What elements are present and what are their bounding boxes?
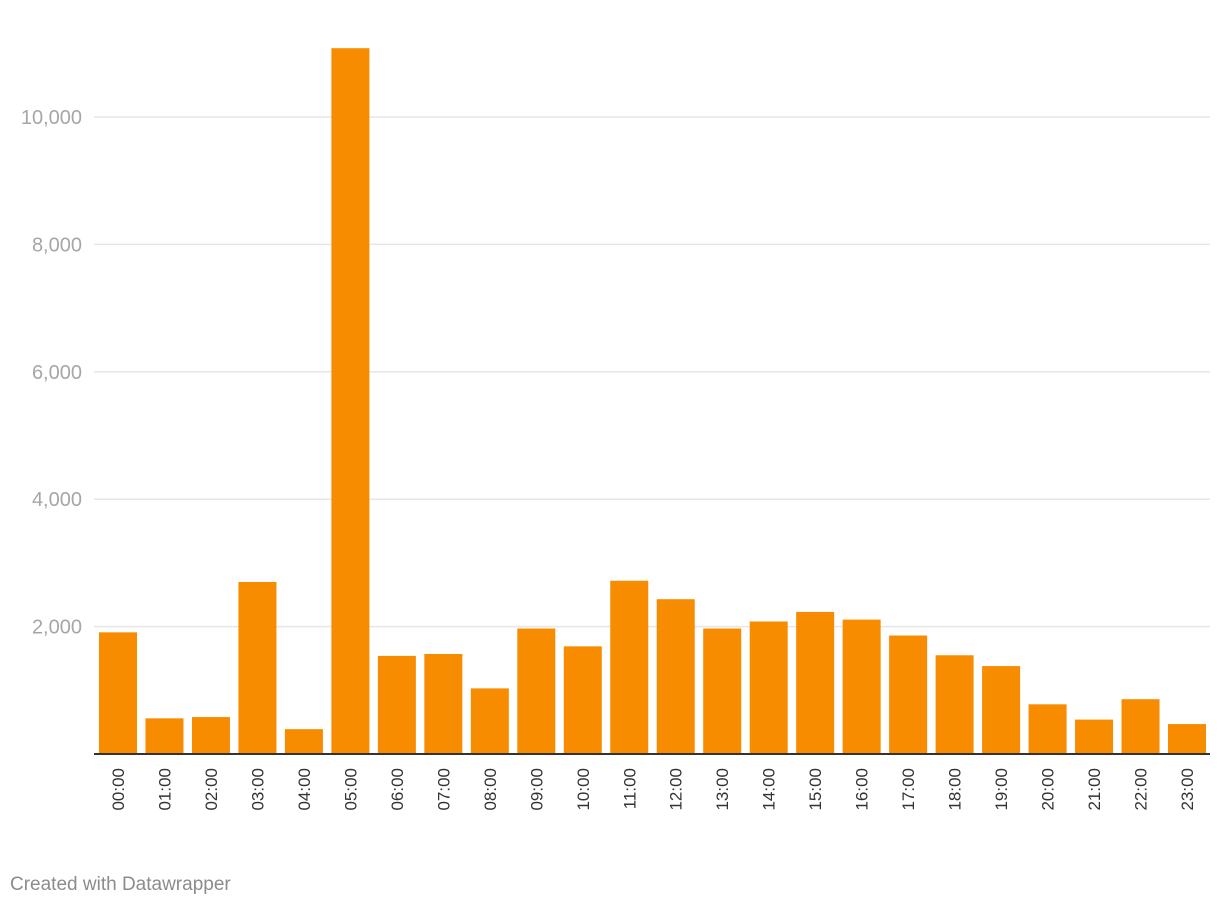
- bar-18-00: [935, 655, 974, 754]
- bar-08-00: [470, 688, 509, 754]
- bar-14-00: [749, 621, 788, 754]
- x-tick-label: 01:00: [155, 768, 174, 811]
- bar-02-00: [191, 717, 230, 754]
- x-tick-label: 13:00: [713, 768, 732, 811]
- x-tick-label: 09:00: [527, 768, 546, 811]
- x-tick-label: 14:00: [760, 768, 779, 811]
- y-axis-tick-labels: 2,000 4,000 6,000 8,000 10,000: [21, 107, 82, 639]
- x-tick-label: 20:00: [1039, 768, 1058, 811]
- bar-15-00: [796, 611, 835, 754]
- y-tick-label: 8,000: [32, 234, 82, 256]
- bar-chart: 2,000 4,000 6,000 8,000 10,000 00:00 01:00 02:…: [21, 48, 1210, 811]
- x-tick-label: 07:00: [434, 768, 453, 811]
- x-tick-label: 05:00: [341, 768, 360, 811]
- x-tick-label: 23:00: [1178, 768, 1197, 811]
- bar-06-00: [377, 655, 416, 754]
- bar-01-00: [145, 718, 184, 754]
- x-tick-label: 17:00: [899, 768, 918, 811]
- x-tick-label: 19:00: [992, 768, 1011, 811]
- bars: [99, 48, 1206, 755]
- bar-16-00: [842, 619, 881, 754]
- bar-04-00: [284, 729, 323, 754]
- x-tick-label: 04:00: [295, 768, 314, 811]
- bar-12-00: [656, 599, 695, 754]
- x-tick-label: 16:00: [853, 768, 872, 811]
- x-tick-label: 02:00: [202, 768, 221, 811]
- bar-05-00: [331, 48, 370, 755]
- y-tick-label: 4,000: [32, 489, 82, 511]
- y-tick-label: 2,000: [32, 617, 82, 639]
- x-axis-tick-labels: 00:00 01:00 02:00 03:00 04:00 05:00 06:00 07:00…: [109, 768, 1197, 811]
- datawrapper-credit: Created with Datawrapper: [10, 874, 231, 895]
- bar-20-00: [1028, 704, 1067, 754]
- bar-21-00: [1075, 719, 1114, 754]
- x-tick-label: 00:00: [109, 768, 128, 811]
- x-tick-label: 10:00: [574, 768, 593, 811]
- x-tick-label: 15:00: [806, 768, 825, 811]
- gridlines: [94, 116, 1210, 628]
- bar-11-00: [610, 580, 649, 754]
- bar-00-00: [99, 632, 137, 754]
- x-tick-label: 08:00: [481, 768, 500, 811]
- x-tick-label: 21:00: [1085, 768, 1104, 811]
- x-tick-label: 22:00: [1132, 768, 1151, 811]
- bar-09-00: [517, 628, 556, 754]
- bar-07-00: [424, 653, 463, 754]
- bar-17-00: [889, 635, 928, 754]
- x-tick-label: 03:00: [248, 768, 267, 811]
- x-tick-label: 11:00: [620, 768, 639, 809]
- x-tick-label: 18:00: [946, 768, 965, 811]
- x-tick-label: 12:00: [667, 768, 686, 811]
- x-tick-label: 06:00: [388, 768, 407, 811]
- bar-19-00: [982, 666, 1021, 754]
- y-tick-label: 10,000: [21, 107, 82, 129]
- bar-23-00: [1168, 724, 1206, 754]
- bar-03-00: [238, 582, 277, 754]
- bar-13-00: [703, 628, 742, 754]
- bar-10-00: [563, 646, 602, 754]
- y-tick-label: 6,000: [32, 362, 82, 384]
- bar-22-00: [1121, 699, 1160, 754]
